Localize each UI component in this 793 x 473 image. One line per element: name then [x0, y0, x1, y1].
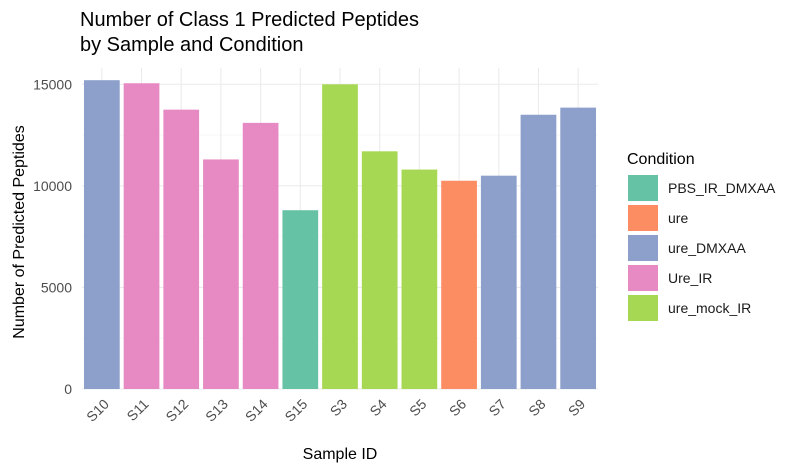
bar-s8: [520, 114, 557, 390]
bars: [83, 80, 597, 390]
x-tick-label: S14: [242, 396, 271, 425]
y-axis-title: Number of Predicted Peptides: [11, 125, 28, 338]
legend-title: Condition: [627, 151, 695, 168]
y-tick-label: 0: [64, 381, 72, 397]
bar-s3: [322, 84, 358, 389]
y-tick-label: 15000: [33, 76, 72, 92]
x-tick-label: S3: [327, 396, 351, 420]
legend-swatch: [628, 205, 658, 231]
legend-label: Ure_IR: [668, 270, 712, 286]
bar-s14: [242, 122, 279, 389]
bar-s7: [480, 175, 517, 389]
x-tick-label: S6: [446, 396, 470, 420]
legend-item: ure: [628, 205, 688, 231]
bar-s9: [560, 107, 597, 389]
x-axis-ticks: S10 S11 S12 S13 S14 S15 S3 S4 S5 S6 S7 S8 S9: [83, 396, 588, 425]
legend-swatch: [628, 265, 658, 291]
bar-s10: [83, 80, 120, 389]
x-tick-label: S11: [123, 396, 151, 424]
legend-label: ure: [668, 210, 688, 226]
plot-area: 0 5000 10000 15000 S10 S11 S12 S13 S14 S15 S3 S4 S5…: [33, 68, 598, 425]
legend-item: ure_mock_IR: [628, 295, 751, 321]
legend-swatch: [628, 175, 658, 201]
y-tick-label: 5000: [41, 279, 72, 295]
bar-s4: [361, 151, 398, 389]
chart-title-line-1: Number of Class 1 Predicted Peptides: [80, 9, 419, 31]
x-tick-label: S10: [83, 396, 112, 425]
legend-label: PBS_IR_DMXAA: [668, 180, 776, 196]
legend-item: Ure_IR: [628, 265, 712, 291]
chart-title-line-2: by Sample and Condition: [80, 34, 303, 56]
bar-s12: [163, 109, 200, 389]
chart-title: Number of Class 1 Predicted Peptides by …: [80, 9, 419, 56]
legend-swatch: [628, 235, 658, 261]
x-tick-label: S12: [162, 396, 191, 425]
x-axis-title: Sample ID: [303, 446, 378, 463]
bar-s5: [401, 169, 438, 389]
x-tick-label: S8: [525, 396, 549, 420]
x-tick-label: S9: [565, 396, 589, 420]
legend-item: ure_DMXAA: [628, 235, 746, 261]
x-tick-label: S5: [406, 396, 430, 420]
bar-s15: [282, 210, 319, 389]
legend-label: ure_mock_IR: [668, 300, 751, 316]
x-tick-label: S15: [281, 396, 310, 425]
legend-item: PBS_IR_DMXAA: [628, 175, 776, 201]
legend-label: ure_DMXAA: [668, 240, 746, 256]
x-tick-label: S13: [202, 396, 231, 425]
y-tick-label: 10000: [33, 178, 72, 194]
bar-s11: [123, 83, 160, 390]
legend-swatch: [628, 295, 658, 321]
bar-s6: [441, 180, 477, 389]
x-tick-label: S7: [485, 396, 509, 420]
bar-s13: [203, 159, 239, 389]
x-tick-label: S4: [366, 396, 390, 420]
y-axis-ticks: 0 5000 10000 15000: [33, 76, 72, 397]
